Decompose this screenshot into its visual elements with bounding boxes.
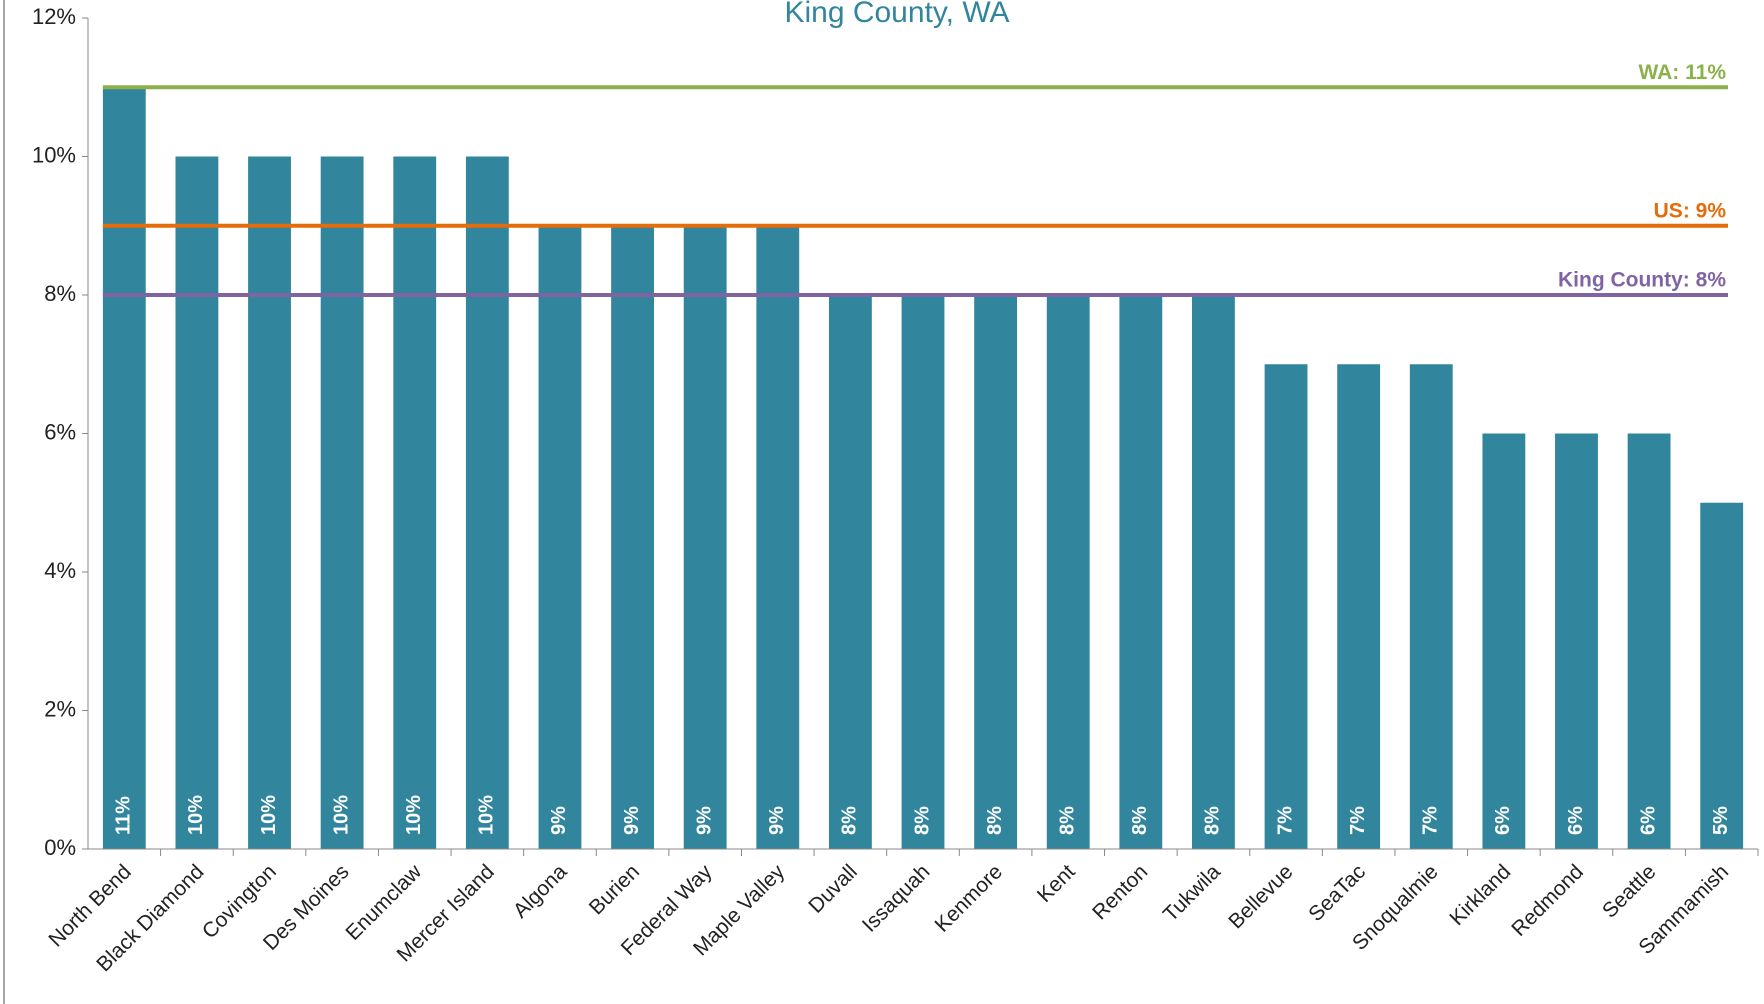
value-label: 8% — [1056, 806, 1078, 835]
bar — [393, 156, 437, 849]
x-tick-label: SeaTac — [1304, 860, 1370, 926]
x-tick-label: Kenmore — [931, 860, 1008, 937]
value-label: 6% — [1492, 806, 1514, 835]
y-tick-label: 8% — [44, 281, 76, 306]
x-tick-label: Kirkland — [1445, 860, 1515, 930]
bar — [901, 295, 945, 849]
bar — [465, 156, 509, 849]
bar — [1700, 502, 1744, 849]
value-label: 10% — [330, 795, 352, 835]
x-tick-label: Algona — [509, 860, 572, 923]
value-label: 9% — [766, 806, 788, 835]
value-label: 8% — [1202, 806, 1224, 835]
reference-label: WA: 11% — [1638, 61, 1726, 84]
bar — [248, 156, 291, 849]
value-label: 7% — [1274, 806, 1296, 835]
value-label: 11% — [113, 796, 135, 835]
bar — [1627, 433, 1671, 849]
bar — [611, 225, 654, 849]
bar — [1192, 295, 1235, 849]
y-tick-label: 12% — [32, 4, 76, 29]
bar — [1046, 295, 1090, 849]
bar — [1555, 433, 1598, 849]
bar — [974, 295, 1018, 849]
value-label: 10% — [258, 795, 280, 835]
value-label: 7% — [1347, 806, 1369, 835]
x-tick-label: Seattle — [1598, 860, 1661, 923]
value-label: 8% — [984, 806, 1006, 835]
bar — [1264, 364, 1308, 849]
bar — [756, 225, 800, 849]
bar — [320, 156, 364, 849]
bar — [1482, 433, 1526, 849]
value-label: 9% — [621, 806, 643, 835]
value-label: 9% — [693, 806, 715, 835]
bar — [683, 225, 727, 849]
value-label: 9% — [548, 806, 570, 835]
bar — [102, 87, 146, 849]
x-tick-label: Tukwila — [1159, 860, 1225, 926]
x-tick-label: Redmond — [1507, 860, 1588, 941]
chart-title: King County, WA — [784, 0, 1009, 29]
y-tick-label: 6% — [44, 419, 76, 444]
value-label: 8% — [1129, 806, 1151, 835]
x-tick-label: Renton — [1088, 860, 1152, 924]
bar — [1337, 364, 1381, 849]
value-label: 8% — [911, 806, 933, 835]
bar — [828, 295, 872, 849]
bar — [175, 156, 219, 849]
value-label: 7% — [1420, 806, 1442, 835]
bar — [538, 225, 582, 849]
y-tick-label: 0% — [44, 835, 76, 860]
value-label: 10% — [403, 795, 425, 835]
value-label: 6% — [1637, 806, 1659, 835]
x-tick-label: Kent — [1033, 860, 1080, 907]
bar — [1409, 364, 1453, 849]
x-tick-label: Issaquah — [858, 860, 935, 937]
reference-label: King County: 8% — [1558, 269, 1726, 292]
y-tick-label: 4% — [44, 558, 76, 583]
value-label: 6% — [1565, 806, 1587, 835]
x-tick-label: Duvall — [804, 860, 862, 918]
value-label: 8% — [839, 806, 861, 835]
value-label: 10% — [185, 795, 207, 835]
y-tick-label: 2% — [44, 696, 76, 721]
reference-label: US: 9% — [1654, 199, 1727, 222]
value-label: 5% — [1710, 806, 1732, 835]
y-tick-label: 10% — [32, 142, 76, 167]
value-label: 10% — [476, 795, 498, 835]
x-tick-label: Burien — [585, 860, 644, 919]
x-tick-label: Bellevue — [1224, 860, 1297, 933]
bar — [1119, 295, 1163, 849]
